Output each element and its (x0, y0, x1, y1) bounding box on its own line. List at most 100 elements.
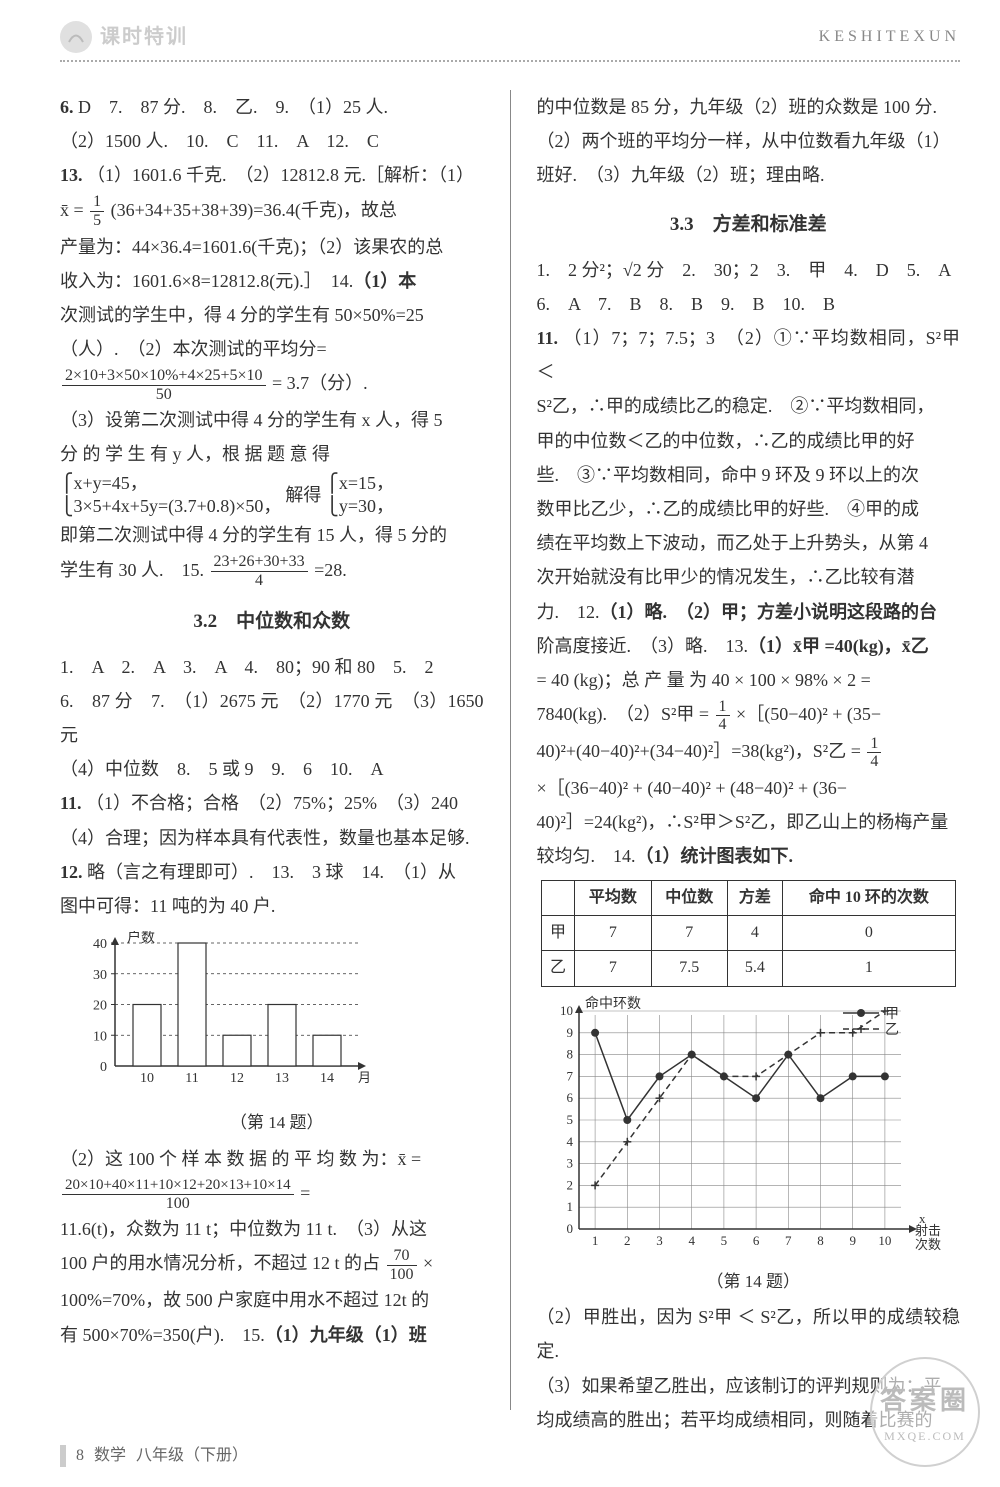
t: ×［(50−40)² + (35− (736, 704, 881, 724)
fraction: 20×10+40×11+10×12+20×13+10×14100 (62, 1177, 294, 1212)
page-number: 8 (76, 1441, 84, 1471)
sys-right: ⎧x=15， ⎩y=30， (325, 472, 394, 519)
l-line5: 产量为：44×36.4=1601.6(千克)；（2）该果农的总 (60, 230, 484, 264)
l-line8: （人）. （2）本次测试的平均分= (60, 332, 484, 366)
s33-l7: 数甲比乙少，∴乙的成绩比甲的好些. ④甲的成 (537, 492, 961, 526)
header-pinyin: KESHITEXUN (819, 22, 960, 52)
s33-l2: 6. A 7. B 8. B 9. B 10. B (537, 287, 961, 321)
svg-text:10: 10 (878, 1233, 891, 1248)
th (541, 880, 575, 915)
td: 7 (575, 951, 651, 986)
bar-chart: 1020304001011121314户数月平均用水量(t) （第 14 题） (70, 931, 484, 1139)
watermark-url: MXQE.COM (884, 1425, 966, 1448)
bar-chart-svg: 1020304001011121314户数月平均用水量(t) (70, 931, 370, 1096)
s33-l13: 7840(kg). （2）S²甲 = 14 ×［(50−40)² + (35− (537, 697, 961, 734)
svg-text:20: 20 (93, 999, 107, 1014)
t: 100 (62, 1195, 294, 1213)
td: 乙 (541, 951, 575, 986)
s33-l16: 40)²］=24(kg²)，∴S²甲＞S²乙，即乙山上的杨梅产量 (537, 805, 961, 839)
bar-chart-caption: （第 14 题） (70, 1107, 484, 1139)
l-line3: 13. （1）1601.6 千克. （2）12812.8 元.［解析：（1） (60, 158, 484, 192)
svg-text:10: 10 (560, 1003, 573, 1018)
t: 较均匀. 14. (537, 846, 636, 866)
table-row: 乙 7 7.5 5.4 1 (541, 951, 955, 986)
s33-l3: 11. （1）7；7；7.5；3 （2）①∵平均数相同，S²甲＜ (537, 321, 961, 389)
svg-text:8: 8 (566, 1046, 573, 1061)
svg-text:2: 2 (566, 1177, 573, 1192)
s32-l7: 图中可得：11 吨的为 40 户. (60, 889, 484, 923)
svg-text:x: x (919, 1211, 926, 1226)
svg-text:11: 11 (185, 1071, 198, 1086)
svg-text:0: 0 (100, 1060, 107, 1075)
watermark: 答案圈 MXQE.COM (870, 1357, 980, 1467)
fraction: 70100 (387, 1247, 417, 1283)
page-footer: 8 数学 八年级（下册） (60, 1441, 248, 1471)
s32-l8: （2）这 100 个 样 本 数 据 的 平 均 数 为：x̄ = (60, 1142, 484, 1176)
footer-bar-icon (60, 1445, 66, 1467)
td: 1 (782, 951, 955, 986)
s33-l15: ×［(36−40)² + (40−40)² + (48−40)² + (36− (537, 771, 961, 805)
s32-l4: 11. （1）不合格；合格 （2）75%；25% （3）240 (60, 786, 484, 820)
sys-left: ⎧x+y=45， ⎩3×5+4x+5y=(3.7+0.8)×50， (60, 472, 281, 519)
svg-text:5: 5 (720, 1233, 727, 1248)
svg-text:甲: 甲 (885, 1007, 899, 1022)
svg-text:4: 4 (688, 1233, 695, 1248)
t: 学生有 30 人. 15. (60, 560, 204, 580)
t: （1）7；7；7.5；3 （2）①∵平均数相同，S²甲＜ (537, 328, 961, 382)
s33-l9: 次开始就没有比甲少的情况发生，∴乙比较有潜 (537, 560, 961, 594)
s32-l2: 6. 87 分 7. （1）2675 元 （2）1770 元 （3）1650 元 (60, 684, 484, 752)
t: 5 (90, 212, 104, 230)
l-line1: 6. D 7. 87 分. 8. 乙. 9. （1）25 人. (60, 90, 484, 124)
svg-text:40: 40 (93, 937, 107, 952)
s33-l11: 阶高度接近. （3）略. 13.（1）x̄甲 =40(kg)，x̄乙 (537, 629, 961, 663)
r-l1: 的中位数是 85 分，九年级（2）班的众数是 100 分. (537, 90, 961, 124)
r-l3: 班好. （3）九年级（2）班；理由略. (537, 158, 961, 192)
t: 11. (537, 328, 559, 348)
table-header-row: 平均数 中位数 方差 命中 10 环的次数 (541, 880, 955, 915)
t: （1）略. （2）甲；方差小说明这段路的台 (600, 602, 938, 622)
s32-l11: 100 户的用水情况分析，不超过 12 t 的占 70100 × (60, 1246, 484, 1283)
s32-l1: 1. A 2. A 3. A 4. 80；90 和 80 5. 2 (60, 650, 484, 684)
t: =28. (314, 560, 347, 580)
t: 收入为：1601.6×8=12812.8(元).］ 14. (60, 271, 353, 291)
brand-title: 课时特训 (100, 18, 188, 56)
header-divider (60, 60, 960, 62)
t: 6. (60, 97, 74, 117)
column-divider (510, 90, 511, 1410)
svg-text:2: 2 (624, 1233, 631, 1248)
fraction: 15 (90, 193, 104, 229)
t: = (300, 1183, 310, 1203)
s32-l6: 12. 略（言之有理即可）. 13. 3 球 14. （1）从 (60, 855, 484, 889)
section-3-2-title: 3.2 中位数和众数 (60, 604, 484, 640)
logo-icon (60, 21, 92, 53)
l-line7: 次测试的学生中，得 4 分的学生有 50×50%=25 (60, 298, 484, 332)
svg-text:3: 3 (656, 1233, 663, 1248)
s33-l14: 40)²+(40−40)²+(34−40)²］=38(kg²)，S²乙 = 14 (537, 734, 961, 771)
l-line10: （3）设第二次测试中得 4 分的学生有 x 人，得 5 (60, 403, 484, 437)
td: 5.4 (727, 951, 782, 986)
svg-text:3: 3 (566, 1155, 573, 1170)
l-sys: ⎧x+y=45， ⎩3×5+4x+5y=(3.7+0.8)×50， 解得 ⎧x=… (60, 472, 484, 519)
s32-l10: 11.6(t)，众数为 11 t；中位数为 11 t. （3）从这 (60, 1212, 484, 1246)
s33-l5: 甲的中位数＜乙的中位数，∴乙的成绩比甲的好 (537, 424, 961, 458)
t: （1）统计图表如下. (636, 846, 794, 866)
t: ⎩y=30， (325, 495, 394, 518)
t: 力. 12. (537, 602, 600, 622)
t: 4 (716, 716, 730, 734)
svg-text:5: 5 (566, 1112, 573, 1127)
t: 40)²+(40−40)²+(34−40)²］=38(kg²)，S²乙 = (537, 741, 861, 761)
line-chart-svg: 12345678910123456789100甲乙命中环数射击次数x (547, 995, 947, 1255)
svg-text:6: 6 (566, 1090, 573, 1105)
t: （1）1601.6 千克. （2）12812.8 元.［解析：（1） (87, 165, 474, 185)
svg-text:命中环数: 命中环数 (585, 995, 641, 1012)
t: x̄ = (60, 200, 84, 220)
svg-text:乙: 乙 (885, 1022, 899, 1038)
s33-l6: 些. ③∵平均数相同，命中 9 环及 9 环以上的次 (537, 458, 961, 492)
l-line9: 2×10+3×50×10%+4×25+5×1050 = 3.7（分）. (60, 366, 484, 403)
t: = 3.7（分）. (272, 373, 368, 393)
svg-text:月平均用水量(t): 月平均用水量(t) (358, 1070, 370, 1085)
th: 方差 (727, 880, 782, 915)
svg-text:30: 30 (93, 968, 107, 983)
left-column: 6. D 7. 87 分. 8. 乙. 9. （1）25 人. （2）1500 … (60, 90, 484, 1410)
svg-text:14: 14 (320, 1071, 334, 1086)
